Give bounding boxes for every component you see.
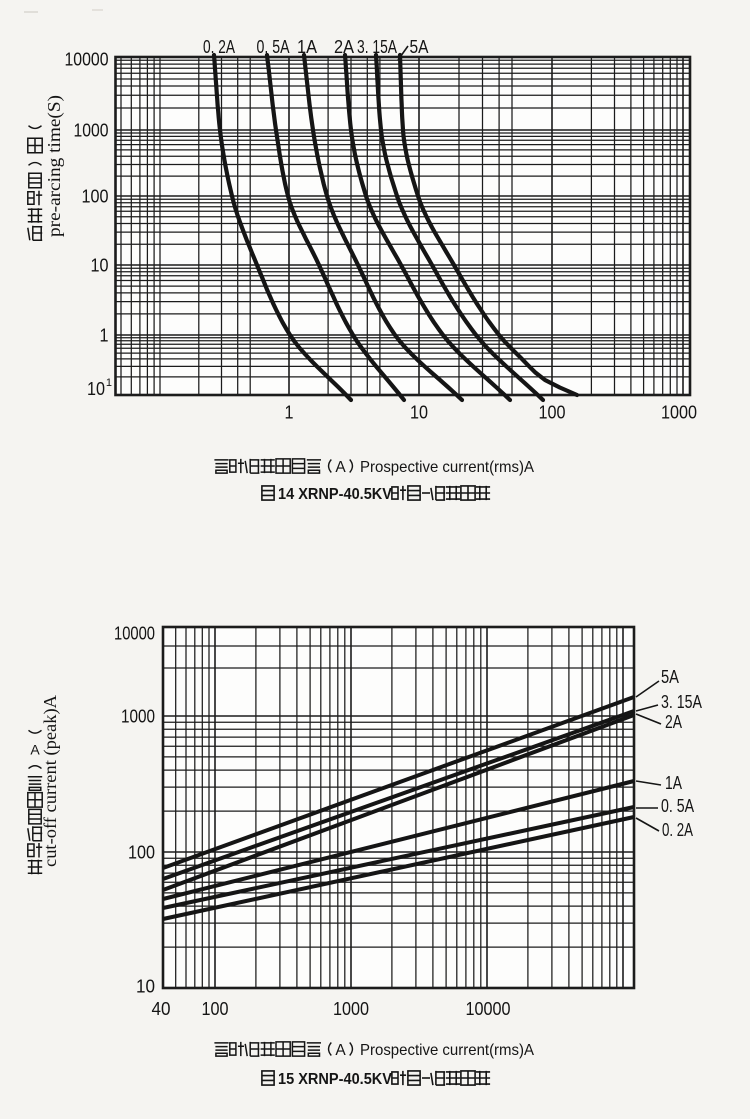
- svg-text:1: 1: [100, 326, 109, 346]
- svg-text:1000: 1000: [333, 999, 369, 1019]
- svg-text:10: 10: [410, 403, 428, 423]
- svg-text:5A: 5A: [661, 667, 679, 687]
- svg-text:1: 1: [285, 403, 294, 423]
- svg-text:10000: 10000: [65, 50, 109, 70]
- svg-text:1000: 1000: [121, 707, 155, 727]
- svg-text:100: 100: [128, 843, 155, 863]
- svg-text:3. 15A: 3. 15A: [357, 37, 397, 57]
- svg-text:0. 2A: 0. 2A: [662, 820, 693, 840]
- svg-text:14 XRNP-40.5KV: 14 XRNP-40.5KV: [278, 486, 392, 503]
- svg-text:5A: 5A: [410, 37, 429, 57]
- svg-text:40: 40: [152, 999, 171, 1019]
- svg-text:0. 2A: 0. 2A: [203, 37, 235, 57]
- svg-text:1: 1: [106, 377, 112, 389]
- svg-text:100: 100: [82, 187, 109, 207]
- svg-text:100: 100: [202, 999, 229, 1019]
- svg-text:A: A: [335, 459, 346, 476]
- svg-text:2A: 2A: [665, 712, 682, 732]
- svg-text:cut-off current (peak)A: cut-off current (peak)A: [40, 695, 61, 867]
- svg-text:1000: 1000: [74, 121, 109, 141]
- svg-text:15 XRNP-40.5KV: 15 XRNP-40.5KV: [278, 1071, 392, 1088]
- svg-text:1A: 1A: [297, 37, 317, 57]
- svg-text:Prospective current(rms)A: Prospective current(rms)A: [360, 459, 534, 476]
- svg-text:2A: 2A: [334, 37, 354, 57]
- svg-text:10: 10: [87, 379, 105, 399]
- svg-text:1000: 1000: [661, 403, 697, 423]
- svg-text:10: 10: [91, 256, 109, 276]
- svg-text:A: A: [335, 1042, 346, 1059]
- svg-text:A: A: [30, 741, 40, 757]
- svg-text:Prospective current(rms)A: Prospective current(rms)A: [360, 1042, 534, 1059]
- svg-text:10: 10: [136, 977, 155, 997]
- svg-text:1A: 1A: [665, 773, 682, 793]
- svg-text:0. 5A: 0. 5A: [661, 796, 694, 816]
- svg-text:0. 5A: 0. 5A: [257, 37, 290, 57]
- svg-text:pre-arcing time(S): pre-arcing time(S): [44, 95, 65, 237]
- svg-text:10000: 10000: [114, 624, 155, 644]
- svg-text:3. 15A: 3. 15A: [661, 692, 702, 712]
- svg-text:10000: 10000: [466, 999, 511, 1019]
- svg-text:100: 100: [539, 403, 566, 423]
